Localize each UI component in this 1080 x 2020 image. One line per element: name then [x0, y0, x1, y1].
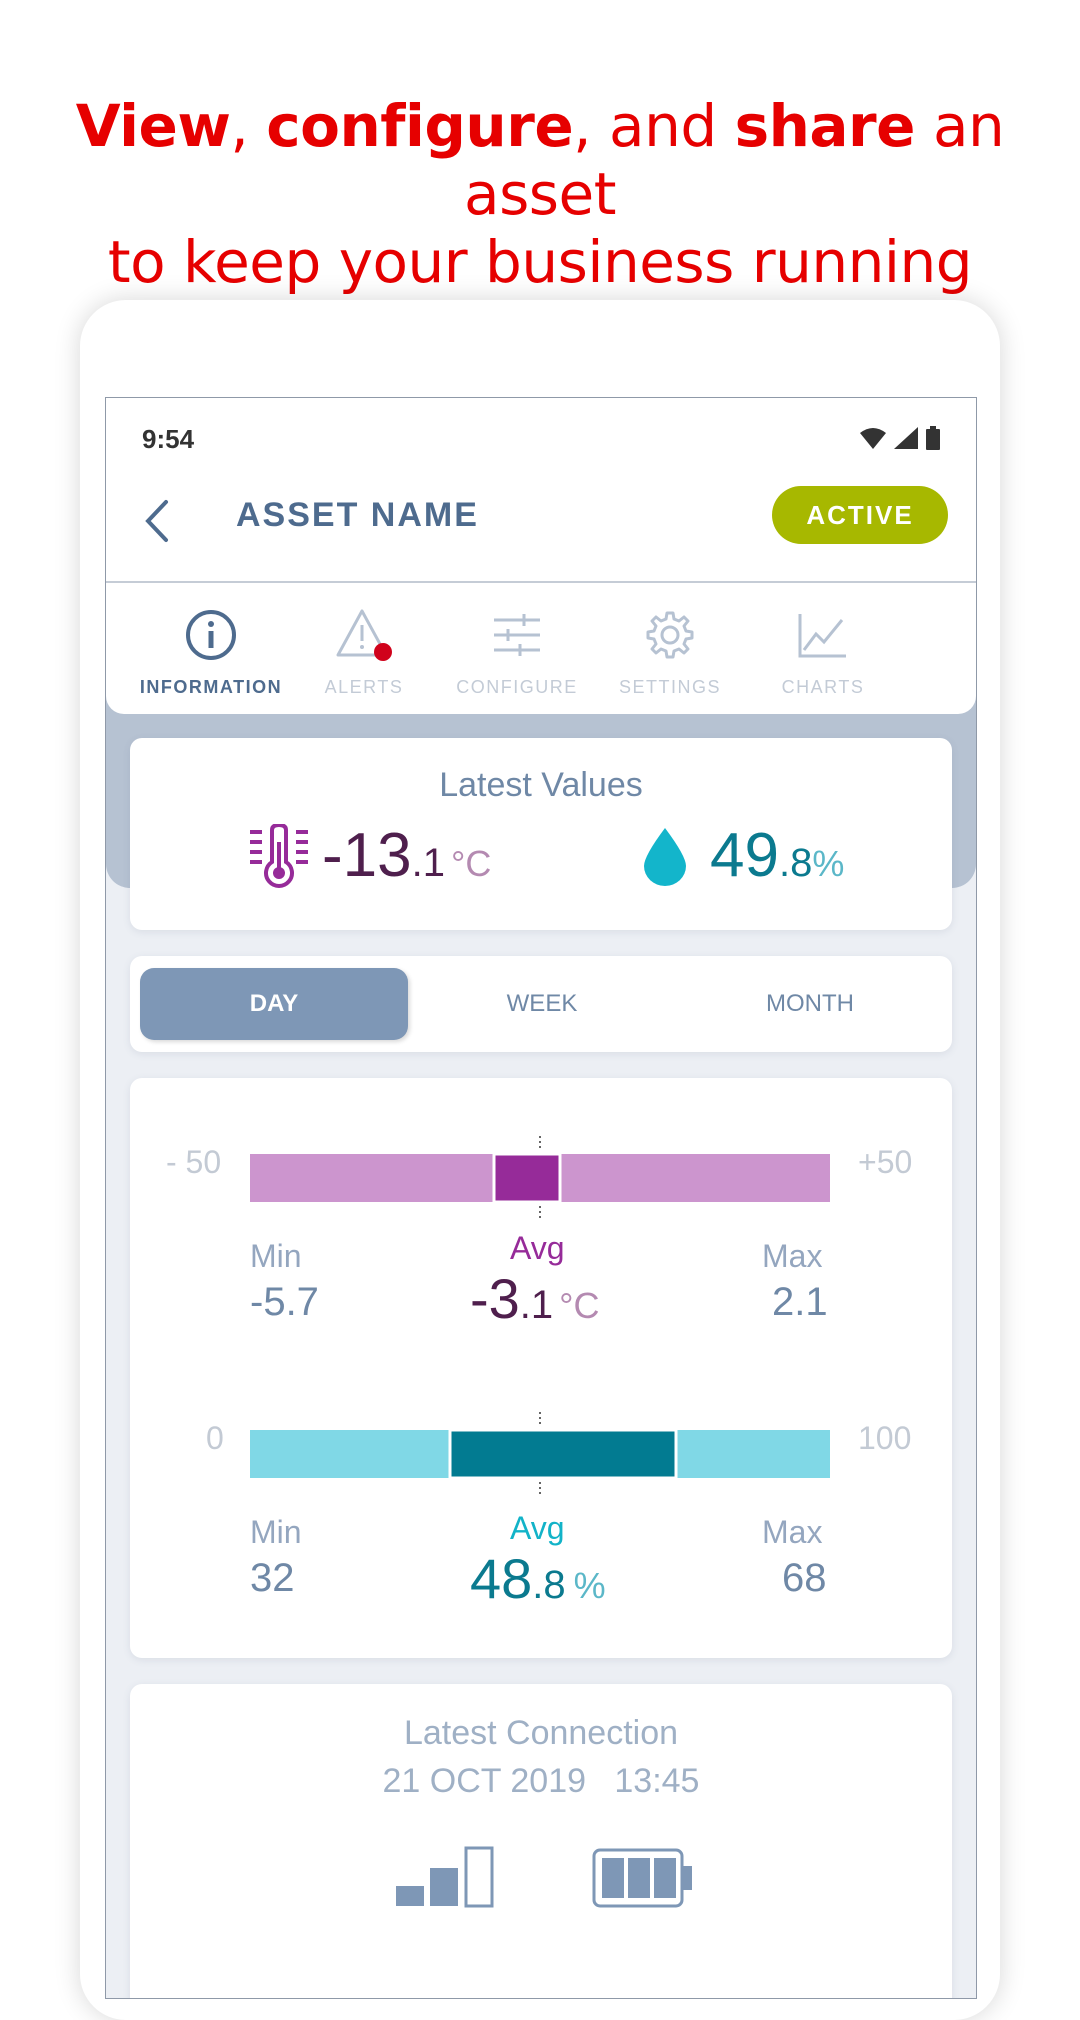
chevron-left-icon[interactable]: [138, 496, 178, 546]
temperature-max-value: 2.1: [772, 1280, 828, 1324]
tab-information[interactable]: INFORMATION: [126, 603, 296, 698]
humidity-min-label: Min: [250, 1514, 302, 1550]
temperature-avg-value: -3.1 °C: [470, 1267, 600, 1330]
temperature-range-bar: [250, 1136, 830, 1220]
humidity-range-bar: [250, 1412, 830, 1496]
header-divider: [106, 581, 976, 583]
tab-charts[interactable]: CHARTS: [738, 603, 908, 698]
line-chart-icon: [798, 614, 846, 658]
status-icons: [860, 426, 940, 450]
info-icon: [186, 610, 236, 660]
humidity-reading: 49.8%: [642, 820, 844, 891]
alert-badge: [374, 643, 392, 661]
statistics-card: - 50 +50 Min -5.7 Avg -3.1 °C Max 2.1 0 1…: [130, 1078, 952, 1658]
period-selector: DAY WEEK MONTH: [130, 956, 952, 1052]
battery-level-icon: [592, 1848, 692, 1908]
temperature-avg-label: Avg: [510, 1230, 565, 1266]
humidity-unit: %: [812, 843, 845, 884]
tab-label: SETTINGS: [618, 677, 721, 697]
tab-settings[interactable]: SETTINGS: [585, 603, 755, 698]
humidity-decimal: .8: [778, 841, 813, 885]
period-week-button[interactable]: WEEK: [506, 990, 578, 1017]
tab-configure[interactable]: CONFIGURE: [432, 603, 602, 698]
tab-label: CHARTS: [781, 677, 865, 697]
page-title: ASSET NAME: [236, 496, 479, 534]
temperature-min-label: Min: [250, 1238, 302, 1274]
wifi-icon: [860, 428, 886, 449]
latest-values-card: Latest Values -13.1 °C 49.8%: [130, 738, 952, 930]
tab-alerts[interactable]: ALERTS: [279, 603, 449, 698]
humidity-min-value: 32: [250, 1556, 295, 1600]
temperature-range-fill: [492, 1152, 562, 1204]
app-header: 9:54 ASSET NAME ACTIVE INFORMATION ALERT…: [106, 398, 976, 714]
period-month-button[interactable]: MONTH: [766, 990, 854, 1017]
tab-label: CONFIGURE: [456, 677, 578, 697]
humidity-range-max: 100: [858, 1420, 912, 1456]
latest-connection-title: Latest Connection: [403, 1714, 679, 1752]
thermometer-icon: [250, 823, 308, 888]
period-day-button[interactable]: DAY: [140, 968, 408, 1040]
latest-values-title: Latest Values: [439, 766, 643, 804]
tab-label: ALERTS: [324, 677, 404, 697]
humidity-range-min: 0: [206, 1420, 224, 1456]
humidity-avg-label: Avg: [510, 1510, 565, 1546]
temperature-range-min: - 50: [166, 1144, 222, 1180]
sliders-icon: [494, 614, 540, 656]
humidity-range-fill: [448, 1428, 678, 1480]
promo-headline: View, configure, and share an asset to k…: [0, 92, 1080, 296]
temperature-integer: -13: [322, 821, 412, 890]
water-drop-icon: [644, 827, 686, 886]
humidity-max-value: 68: [782, 1556, 827, 1600]
temperature-reading: -13.1 °C: [250, 820, 491, 891]
active-status-button[interactable]: ACTIVE: [772, 486, 948, 544]
temperature-unit: °C: [450, 843, 492, 884]
alert-triangle-icon: [336, 609, 392, 661]
battery-icon: [926, 426, 940, 450]
latest-connection-datetime: 21 OCT 2019 13:45: [382, 1762, 700, 1800]
temperature-decimal: .1: [411, 841, 445, 885]
tab-label: INFORMATION: [139, 677, 283, 697]
headline-line-1: View, configure, and share an asset: [75, 92, 1005, 228]
signal-icon: [894, 427, 918, 449]
humidity-integer: 49: [710, 821, 779, 890]
phone-screen: 9:54 ASSET NAME ACTIVE INFORMATION ALERT…: [105, 397, 977, 1999]
status-time: 9:54: [142, 424, 195, 454]
latest-connection-card: Latest Connection 21 OCT 2019 13:45: [130, 1684, 952, 1998]
humidity-avg-value: 48.8%: [470, 1547, 606, 1610]
temperature-range-max: +50: [858, 1144, 913, 1180]
temperature-max-label: Max: [762, 1238, 823, 1274]
headline-line-2: to keep your business running: [107, 228, 973, 296]
humidity-max-label: Max: [762, 1514, 823, 1550]
temperature-min-value: -5.7: [250, 1280, 319, 1324]
signal-strength-icon: [396, 1846, 494, 1908]
gear-icon: [646, 611, 694, 659]
